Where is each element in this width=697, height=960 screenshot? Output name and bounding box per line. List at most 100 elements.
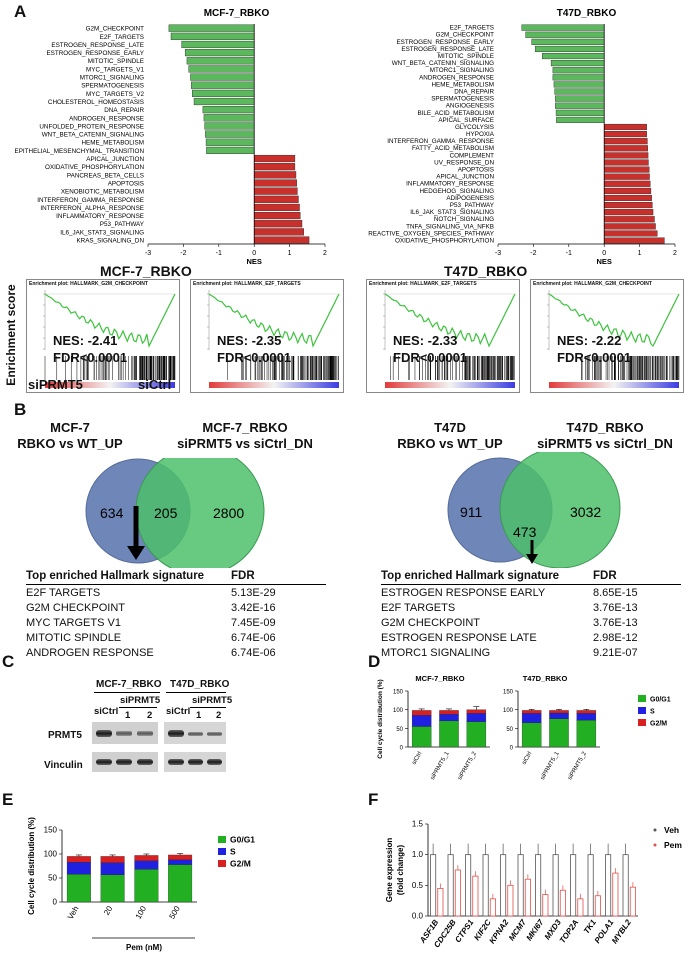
bar-label: DNA_REPAIR [454,88,494,95]
nes-bar [253,179,297,187]
gsea-plot-2: Enrichment plot: HALLMARK_E2F_TARGETS NE… [190,279,344,393]
bar-label: GLYCOLYSIS [455,124,494,131]
band [168,730,184,737]
wb-t47d-lane1: 1 [196,710,202,721]
nes-bar [205,130,255,138]
cell-cycle-chart-d: MCF-7_RBKO T47D_RBKO 0 50 100 150 siCtrl siPRMT… [377,674,671,781]
band [137,759,153,765]
bar-pem [594,895,601,917]
venn-left-title1-l2: RBKO vs WT_UP [17,436,123,451]
x-tick-label: 1 [638,250,642,257]
nes-value: NES: -2.33 [393,333,458,348]
venn-right-title2-l2: siPRMT5 vs siCtrl_DN [537,436,673,451]
wb-prmt5-label: PRMT5 [48,730,82,741]
nes-bar [603,180,651,187]
bar-label: MITOTIC_SPINDLE [88,58,144,65]
bar-veh [447,854,454,917]
nes-bar [253,195,299,203]
table-row: MTORC1 SIGNALING 9.21E-07 [381,646,638,659]
x-tick-label: -3 [145,250,151,257]
nes-value: NES: -2.41 [53,333,118,348]
bar-veh [517,854,524,917]
legend-label: S [230,847,236,857]
gsea-curve [547,290,680,388]
nes-bar [168,24,255,32]
bar-veh [605,854,612,917]
nes-bar [603,209,654,216]
venn-right-only-a: 911 [460,504,483,520]
bar-label: ESTROGEN_RESPONSE_EARLY [396,39,494,46]
stacked-segment [439,713,459,722]
gsea-curve [383,290,516,388]
x-tick-label: 20 [102,904,115,917]
band [188,732,203,736]
table-row: ESTROGEN RESPONSE LATE 2.98E-12 [381,631,638,644]
stacked-segment [466,713,487,722]
wb-t47d-lane2: 2 [216,710,222,721]
band [96,759,112,765]
y-tick-label: 100 [503,708,514,714]
nes-bar [603,194,652,202]
gsea-plot-title: Enrichment plot: HALLMARK_E2F_TARGETS [369,281,477,287]
bar-label: ESTROGEN_RESPONSE_EARLY [46,50,144,57]
x-tick-label: 0 [252,250,256,257]
stacked-segment [66,874,91,903]
panel-label-b: B [14,400,27,419]
nes-bar [253,171,297,179]
nes-bar [188,65,255,73]
gsea-title-mcf7: MCF-7_RBKO [100,263,192,279]
wb-mcf7-siprmt5: siPRMT5 [120,695,161,706]
nes-bar [603,131,647,138]
nes-bar [603,159,649,166]
wb-t47d-sictrl: siCtrl [166,706,191,717]
wb-mcf7-title: MCF-7_RBKO [96,679,162,690]
y-axis-label: Cell cycle distribution (%) [27,817,36,915]
nes-bar [184,49,255,57]
bar-pem [489,898,496,917]
nes-value: NES: -2.35 [217,333,282,348]
y-tick-label: 1.0 [412,850,424,859]
x-axis-label: NES [246,257,261,265]
gsea-curve [43,290,176,388]
x-tick-label: siPRMT5_2 [567,750,588,781]
stacked-segment [466,721,487,748]
wb-vinculin-label: Vinculin [44,760,83,771]
x-tick-label: siCtrl [521,751,533,766]
gsea-curve-line [384,293,516,348]
stacked-segment [134,855,159,861]
bar-label: XENOBIOTIC_METABOLISM [61,189,144,196]
wb-t47d-title: T47D_RBKO [170,679,230,690]
bar-label: EPITHELIAL_MESENCHYMAL_TRANSITION [15,148,145,155]
nes-chart-t47d: T47D_RBKOE2F_TARGETSG2M_CHECKPOINTESTROG… [368,8,677,265]
bar-label: KRAS_SIGNALING_DN [76,238,144,245]
stacked-segment [66,856,91,863]
gsea-curve-line [548,293,680,348]
nes-bar [531,38,605,45]
band [207,732,222,736]
stacked-segment [549,718,569,748]
nes-bar [253,212,301,220]
bar-label: IL6_JAK_STAT3_SIGNALING [60,229,144,236]
gsea-plot-title: Enrichment plot: HALLMARK_E2F_TARGETS [193,281,301,287]
gsea-plot-title: Enrichment plot: HALLMARK_G2M_CHECKPOINT [533,281,652,287]
wb-t47d-siprmt5: siPRMT5 [192,695,233,706]
bar-label: E2F_TARGETS [100,34,144,41]
y-axis-label: (fold change) [396,845,405,896]
nes-bar [603,152,649,159]
bar-pem [542,894,549,917]
legend-label: G0/G1 [230,835,255,845]
stacked-segment [521,713,542,723]
table-head-fdr: FDR [231,569,326,585]
bar-label: NOTCH_SIGNALING [434,216,494,223]
stacked-segment [100,856,125,863]
stacked-segment [168,859,193,865]
gsea-stats: NES: -2.33 FDR<0.0001 [393,332,467,366]
bar-label: UNFOLDED_PROTEIN_RESPONSE [39,123,144,130]
nes-bar [556,116,605,123]
bar-label: SPERMATOGENESIS [431,96,494,103]
bar-label: G2M_CHECKPOINT [436,32,495,39]
fdr-value: FDR<0.0001 [217,350,292,365]
wb-mcf7-lane1: 1 [125,710,131,721]
y-tick-label: 150 [503,690,514,696]
y-tick-label: 0 [510,746,514,752]
